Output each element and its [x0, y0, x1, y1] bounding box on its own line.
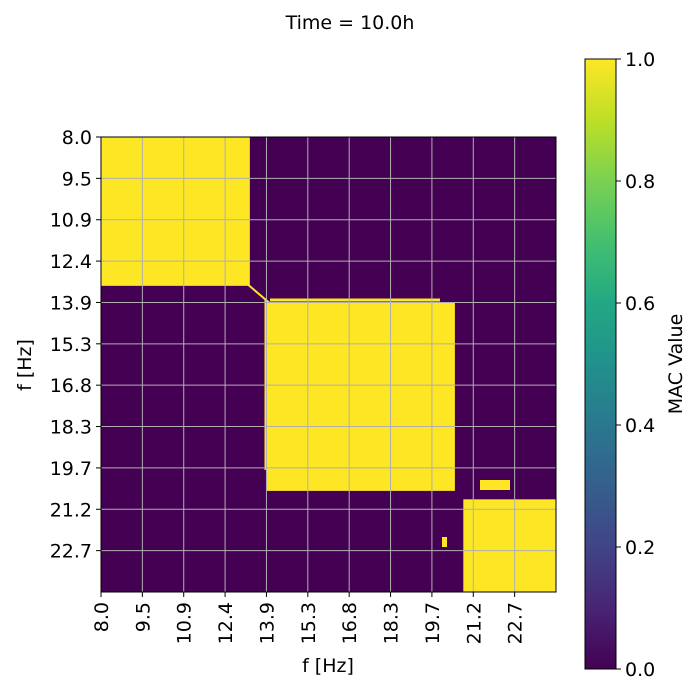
- y-tick-label: 21.2: [50, 499, 92, 521]
- high-mac-block-1: [101, 137, 250, 286]
- colorbar: 0.0 0.2 0.4 0.6 0.8 1.0 MAC Value: [584, 49, 687, 681]
- block-3-top-stub: [480, 480, 510, 490]
- x-tick-label: 10.9: [174, 602, 196, 644]
- y-tick-label: 22.7: [50, 541, 92, 563]
- plot-frame: [100, 136, 557, 593]
- y-axis-ticks: 8.0 9.5 10.9 12.4 13.9 15.3 16.8 18.3 19.7 21.2 22…: [50, 127, 101, 563]
- y-tick-label: 13.9: [50, 292, 92, 314]
- x-tick-label: 12.4: [215, 602, 237, 644]
- block-3-stub: [442, 537, 447, 547]
- colorbar-gradient: [584, 58, 617, 670]
- x-tick-label: 15.3: [298, 602, 320, 644]
- y-tick-label: 15.3: [50, 334, 92, 356]
- colorbar-tick-label: 0.0: [625, 659, 655, 681]
- x-tick-label: 22.7: [505, 602, 527, 644]
- y-tick-label: 9.5: [62, 168, 92, 190]
- x-tick-label: 21.2: [463, 602, 485, 644]
- chart-title: Time = 10.0h: [285, 12, 415, 34]
- y-tick-label: 16.8: [50, 375, 92, 397]
- y-tick-label: 19.7: [50, 458, 92, 480]
- y-axis-label: f [Hz]: [14, 339, 36, 391]
- y-tick-label: 18.3: [50, 417, 92, 439]
- colorbar-tick-label: 0.4: [625, 415, 655, 437]
- colorbar-tick-label: 1.0: [625, 49, 655, 71]
- colorbar-tick-label: 0.2: [625, 537, 655, 559]
- diagonal-connector: [245, 282, 273, 306]
- x-tick-label: 13.9: [256, 602, 278, 644]
- colorbar-label: MAC Value: [665, 314, 687, 415]
- x-tick-label: 9.5: [132, 602, 154, 632]
- x-tick-label: 19.7: [422, 602, 444, 644]
- x-tick-label: 8.0: [91, 602, 113, 632]
- x-tick-label: 18.3: [381, 602, 403, 644]
- y-tick-label: 8.0: [62, 127, 92, 149]
- x-axis-ticks: 8.0 9.5 10.9 12.4 13.9 15.3 16.8 18.3 19.7 21.2 22…: [91, 592, 527, 644]
- y-tick-label: 12.4: [50, 251, 92, 273]
- colorbar-tick-label: 0.8: [625, 171, 655, 193]
- y-tick-label: 10.9: [50, 210, 92, 232]
- high-mac-block-2: [266, 302, 455, 491]
- block-3-tail: [520, 545, 556, 592]
- colorbar-tick-label: 0.6: [625, 293, 655, 315]
- colorbar-ticks: 0.0 0.2 0.4 0.6 0.8 1.0: [616, 49, 655, 681]
- x-axis-label: f [Hz]: [302, 655, 354, 677]
- heatmap-plot-area: [100, 136, 557, 593]
- x-tick-label: 16.8: [339, 602, 361, 644]
